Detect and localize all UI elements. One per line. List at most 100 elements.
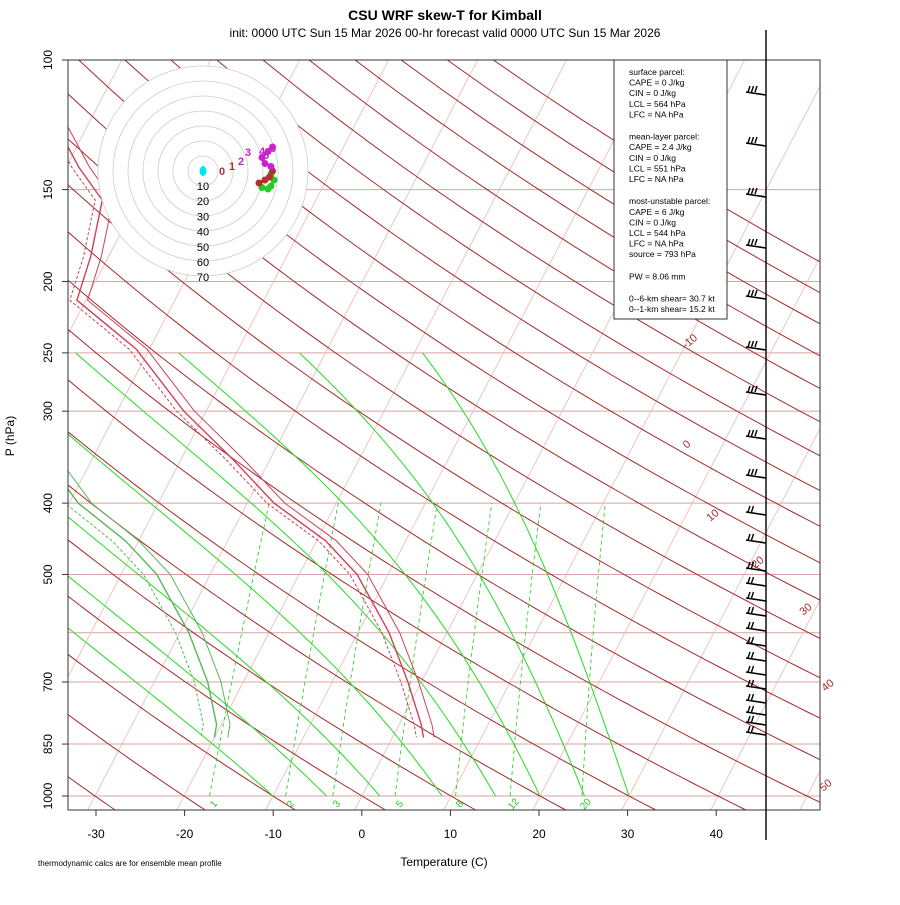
wind-barb [745,693,767,704]
wind-barb [745,679,767,690]
wind-barb [745,636,767,647]
hodograph-ring [157,125,249,217]
info-line: 0--6-km shear= 30.7 kt [629,294,715,304]
info-line: CIN = 0 J/kg [629,217,676,227]
wind-barb [745,136,767,147]
dewpoint-profile [68,505,204,738]
info-line: LCL = 564 hPa [629,99,686,109]
info-line: LFC = NA hPa [629,109,684,119]
info-line: CAPE = 0 J/kg [629,78,685,88]
y-axis-label: P (hPa) [3,416,17,456]
moist-adiabat [299,352,585,797]
hodograph-ring [172,140,234,202]
isotherm-line [354,60,746,810]
info-line: most-unstable parcel: [629,196,710,206]
x-axis-label: Temperature (C) [400,855,487,869]
hodograph-ring-label: 50 [197,242,209,254]
pressure-tick-label: 850 [41,734,55,754]
info-line: surface parcel: [629,67,685,77]
moist-adiabat [178,352,541,797]
hodograph-height-label: 6 [270,143,276,155]
dewpoint-profile [68,487,218,738]
background-lines [68,60,820,810]
hodograph-point [269,143,276,151]
dry-adiabat [68,484,567,810]
hodograph-height-label: 5 [263,150,269,162]
dry-adiabat [68,231,820,719]
pressure-tick-label: 700 [41,672,55,692]
dry-adiabat [68,93,820,601]
hodograph-ring [127,95,279,247]
hodograph-ring-label: 30 [197,211,209,223]
mixing-ratio-line [332,503,382,797]
x-tick-label: -30 [87,827,105,841]
mixing-ratio-label: 8 [454,798,466,810]
hodograph-ring [97,65,309,277]
pressure-tick-label: 300 [41,401,55,421]
wind-barb [745,533,767,544]
mixing-ratio-label: 3 [331,798,343,810]
pressure-tick-label: 400 [41,493,55,513]
dry-adiabat [262,60,820,423]
temperature-profile [68,125,435,738]
x-tick-label: 40 [710,827,724,841]
wind-barb [745,591,767,602]
x-tick-label: 10 [444,827,458,841]
mixing-ratio-label: 5 [394,798,406,810]
mixing-ratio-line [509,503,542,797]
isotherm-line [68,60,301,507]
hodograph-ring-label: 60 [197,257,209,269]
hodograph-ring-label: 70 [197,272,209,284]
dry-adiabat [68,328,820,803]
mixing-ratio-label: 1 [208,798,220,810]
dry-adiabat [124,60,820,527]
info-line: source = 793 hPa [629,249,696,259]
chart-title: CSU WRF skew-T for Kimball [348,7,542,23]
temperature-profile [68,145,425,738]
pressure-tick-label: 250 [41,343,55,363]
dry-adiabat [68,379,748,810]
pressure-tick-label: 100 [41,50,55,70]
mixing-ratio-line [209,503,270,797]
hodograph-ring-label: 40 [197,227,209,239]
wind-barb [745,725,767,736]
dry-adiabat [216,60,820,457]
dry-adiabat [68,431,657,810]
pressure-tick-label: 150 [41,179,55,199]
wind-barb [745,576,767,587]
isotherm-line [87,60,479,810]
profiles [68,125,435,738]
x-tick-label: 20 [532,827,546,841]
hodograph-point [261,160,269,167]
info-line: LCL = 551 hPa [629,163,686,173]
dry-adiabat [68,138,820,640]
mixing-ratio-label: 2 [285,798,297,810]
isotherm-line [532,256,820,810]
wind-barb [745,385,767,396]
plot-border [67,59,821,811]
wind-barb [745,468,767,479]
hodograph-ring [112,80,294,262]
parcel-info-box: surface parcel:CAPE = 0 J/kg CIN = 0 J/kg… [613,59,728,320]
wind-barb [745,705,767,716]
dry-adiabat [68,184,820,679]
info-line: PW = 8.06 mm [629,271,685,281]
x-tick-label: -10 [265,827,283,841]
info-line: CIN = 0 J/kg [629,153,676,163]
mixing-ratio-line [285,503,339,797]
moist-adiabat [68,575,327,797]
wind-barb [745,187,767,198]
dry-adiabat [68,539,477,810]
wind-barb [745,289,767,300]
hodograph-height-label: 3 [245,147,251,159]
info-line: 0--1-km shear= 15.2 kt [629,304,715,314]
hodograph-point [258,154,266,161]
isotherm-line [621,427,820,810]
dry-adiabat [78,60,820,564]
wind-barb [745,429,767,440]
info-box-border [613,59,728,320]
wind-barb [745,561,767,572]
hodograph-height-label: 2 [238,156,244,168]
